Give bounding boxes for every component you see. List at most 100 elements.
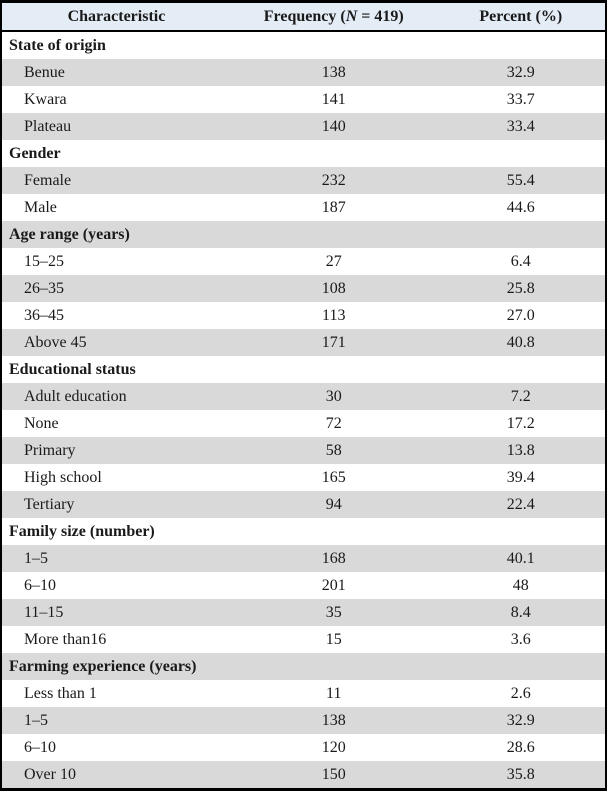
percent-cell: 6.4 xyxy=(510,253,531,270)
frequency-cell: 58 xyxy=(325,442,342,459)
percent-cell: 39.4 xyxy=(506,469,535,486)
frequency-cell: 138 xyxy=(321,712,346,729)
frequency-cell: 35 xyxy=(325,604,342,621)
col-header-percent: Percent (%) xyxy=(436,1,606,32)
table-row: Above 45 171 40.8 xyxy=(1,329,606,356)
table-row: 6–10 201 48 xyxy=(1,572,606,599)
table-row: 15–25 27 6.4 xyxy=(1,248,606,275)
characteristic-cell: Adult education xyxy=(24,388,127,405)
frequency-cell: 201 xyxy=(321,577,346,594)
characteristic-cell: Above 45 xyxy=(24,334,87,351)
percent-cell: 32.9 xyxy=(506,712,535,729)
characteristic-cell: 6–10 xyxy=(24,577,56,594)
characteristic-cell: 11–15 xyxy=(24,604,64,621)
table-row: Plateau 140 33.4 xyxy=(1,113,606,140)
percent-cell: 2.6 xyxy=(510,685,531,702)
characteristic-cell: 15–25 xyxy=(24,253,64,270)
table-row: Male 187 44.6 xyxy=(1,194,606,221)
percent-cell: 55.4 xyxy=(506,172,535,189)
table-row: 36–45 113 27.0 xyxy=(1,302,606,329)
table-body: State of origin Benue 138 32.9 Kwara 141 33.7 P… xyxy=(1,31,606,790)
percent-cell: 33.7 xyxy=(506,91,535,108)
frequency-cell: 138 xyxy=(321,64,346,81)
frequency-cell: 108 xyxy=(321,280,346,297)
percent-cell: 40.8 xyxy=(506,334,535,351)
frequency-cell: 27 xyxy=(325,253,342,270)
header-row: Characteristic Frequency (N = 419) Perce… xyxy=(1,1,606,32)
percent-cell: 13.8 xyxy=(506,442,535,459)
section-label: Age range (years) xyxy=(9,226,130,243)
frequency-cell: 15 xyxy=(325,631,342,648)
frequency-cell: 165 xyxy=(321,469,346,486)
table-row: 1–5 138 32.9 xyxy=(1,707,606,734)
characteristic-cell: 26–35 xyxy=(24,280,64,297)
section-label: State of origin xyxy=(9,37,106,54)
frequency-cell: 140 xyxy=(321,118,346,135)
frequency-cell: 150 xyxy=(321,766,346,783)
percent-cell: 27.0 xyxy=(506,307,535,324)
percent-cell: 28.6 xyxy=(506,739,535,756)
table-row: Female 232 55.4 xyxy=(1,167,606,194)
table-row: 11–15 35 8.4 xyxy=(1,599,606,626)
characteristic-cell: 1–5 xyxy=(24,550,48,567)
section-label: Educational status xyxy=(9,361,136,378)
characteristic-cell: Primary xyxy=(24,442,76,459)
percent-cell: 44.6 xyxy=(506,199,535,216)
frequency-label-prefix: Frequency ( xyxy=(263,8,346,25)
percent-cell: 7.2 xyxy=(510,388,531,405)
table-row: None 72 17.2 xyxy=(1,410,606,437)
frequency-label-suffix: = 419) xyxy=(357,8,404,25)
frequency-cell: 11 xyxy=(326,685,342,702)
characteristic-cell: High school xyxy=(24,469,102,486)
table-row: Primary 58 13.8 xyxy=(1,437,606,464)
table-row: Over 10 150 35.8 xyxy=(1,761,606,790)
percent-cell: 8.4 xyxy=(510,604,531,621)
section-row: State of origin xyxy=(1,31,606,59)
frequency-cell: 168 xyxy=(321,550,346,567)
characteristic-cell: None xyxy=(24,415,59,432)
frequency-cell: 171 xyxy=(321,334,346,351)
characteristic-cell: More than16 xyxy=(24,631,107,648)
section-row: Family size (number) xyxy=(1,518,606,545)
characteristic-cell: 36–45 xyxy=(24,307,64,324)
table-row: Less than 1 11 2.6 xyxy=(1,680,606,707)
frequency-cell: 113 xyxy=(322,307,346,324)
table-row: Benue 138 32.9 xyxy=(1,59,606,86)
percent-cell: 33.4 xyxy=(506,118,535,135)
section-label: Family size (number) xyxy=(9,523,155,540)
section-label: Farming experience (years) xyxy=(9,658,197,675)
characteristic-cell: Over 10 xyxy=(24,766,76,783)
frequency-cell: 30 xyxy=(325,388,342,405)
section-label: Gender xyxy=(9,145,61,162)
frequency-label-n: N xyxy=(345,8,358,25)
section-row: Age range (years) xyxy=(1,221,606,248)
frequency-cell: 120 xyxy=(321,739,346,756)
section-row: Farming experience (years) xyxy=(1,653,606,680)
frequency-cell: 94 xyxy=(325,496,342,513)
table-header: Characteristic Frequency (N = 419) Perce… xyxy=(1,1,606,32)
percent-cell: 25.8 xyxy=(506,280,535,297)
characteristic-cell: Tertiary xyxy=(24,496,75,513)
table-row: 6–10 120 28.6 xyxy=(1,734,606,761)
table-row: High school 165 39.4 xyxy=(1,464,606,491)
table-row: 1–5 168 40.1 xyxy=(1,545,606,572)
characteristic-cell: Female xyxy=(24,172,72,189)
table-row: 26–35 108 25.8 xyxy=(1,275,606,302)
characteristic-cell: 1–5 xyxy=(24,712,48,729)
percent-cell: 17.2 xyxy=(506,415,535,432)
table-row: More than16 15 3.6 xyxy=(1,626,606,653)
frequency-cell: 72 xyxy=(325,415,342,432)
percent-cell: 40.1 xyxy=(506,550,535,567)
table-row: Kwara 141 33.7 xyxy=(1,86,606,113)
characteristic-cell: Plateau xyxy=(24,118,72,135)
col-header-characteristic: Characteristic xyxy=(1,1,231,32)
characteristic-cell: Kwara xyxy=(24,91,67,108)
percent-cell: 48 xyxy=(512,577,529,594)
characteristic-cell: Benue xyxy=(24,64,65,81)
section-row: Educational status xyxy=(1,356,606,383)
percent-cell: 35.8 xyxy=(506,766,535,783)
characteristic-cell: 6–10 xyxy=(24,739,56,756)
col-header-frequency: Frequency (N = 419) xyxy=(230,1,437,32)
table-row: Tertiary 94 22.4 xyxy=(1,491,606,518)
